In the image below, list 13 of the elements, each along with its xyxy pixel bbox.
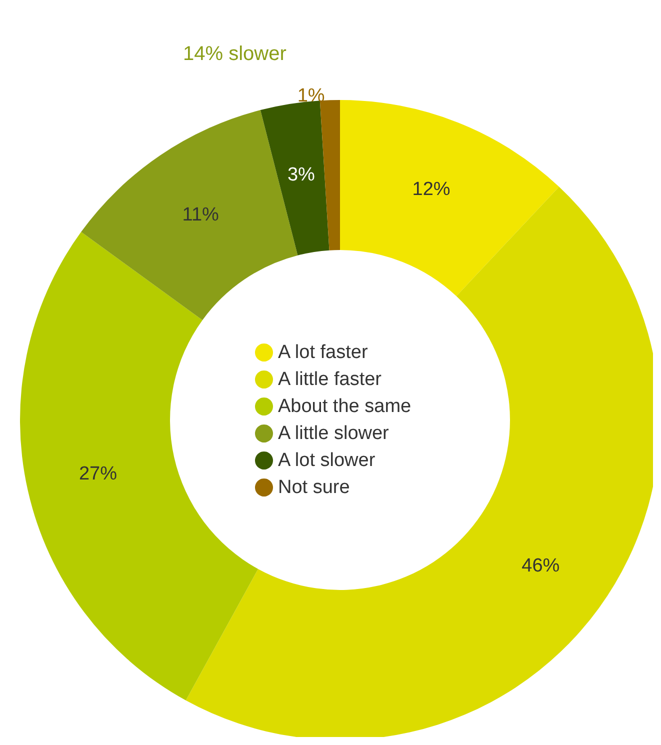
legend-label: A little faster (278, 369, 382, 390)
data-label: 11% (182, 204, 220, 226)
data-label: 46% (522, 555, 560, 576)
data-label: 3% (287, 164, 316, 186)
data-label: 27% (78, 464, 118, 485)
legend-label: About the same (278, 396, 412, 417)
legend-label: A lot slower (278, 450, 376, 471)
legend-label: A lot faster (278, 342, 368, 363)
legend-label: Not sure (278, 477, 350, 498)
legend-label: A little slower (278, 423, 390, 444)
data-label: 12% (412, 178, 450, 200)
text: 14% slower (183, 43, 287, 65)
data-label: 1% (297, 86, 325, 107)
